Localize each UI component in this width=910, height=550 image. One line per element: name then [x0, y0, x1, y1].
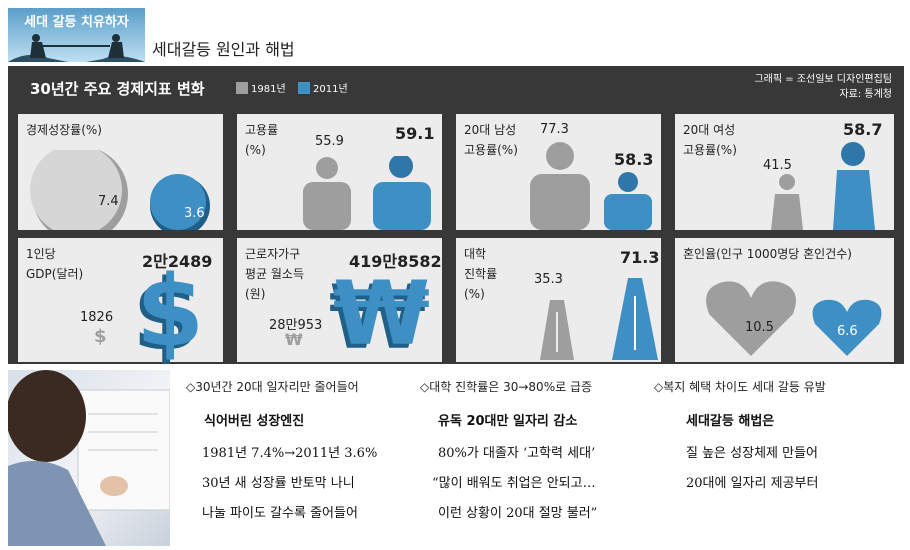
- employment-cell: 고용률 (%) 55.9 59.1: [237, 114, 442, 230]
- page-subtitle: 세대갈등 원인과 해법: [152, 40, 295, 59]
- college-2011-value: 71.3: [620, 248, 660, 267]
- column-2-line: 이런 상황이 20대 절망 불러”: [438, 506, 598, 521]
- male20-cell: 20대 남성 고용률(%) 77.3 58.3: [456, 114, 661, 230]
- income-cell: 근로자가구 평균 월소득 (원) 419만8582 28만953 ₩ ₩: [237, 238, 442, 362]
- panel-title: 30년간 주요 경제지표 변화: [30, 80, 205, 98]
- female20-1981-value: 41.5: [763, 158, 792, 173]
- indicator-panel: 30년간 주요 경제지표 변화 1981년 2011년 그래픽 = 조선일보 디…: [8, 66, 904, 364]
- male20-label: 20대 남성 고용률(%): [464, 123, 518, 157]
- growth-label: 경제성장률(%): [26, 123, 102, 137]
- female20-label: 20대 여성 고용률(%): [683, 123, 737, 157]
- growth-circles: [30, 150, 210, 230]
- won-large-icon: ₩: [333, 262, 431, 365]
- credit: 그래픽 = 조선일보 디자인편집팀 자료: 통계청: [754, 74, 892, 100]
- column-1-line: 나눌 파이도 갈수록 줄어들어: [202, 506, 358, 521]
- column-2-line: 80%가 대졸자 ‘고학력 세대’: [438, 446, 596, 461]
- college-pen-nib-icons: [540, 278, 658, 360]
- female20-person-icons: [771, 142, 875, 230]
- male20-1981-value: 77.3: [540, 122, 569, 137]
- header-badge: 세대 갈등 치유하자: [8, 8, 145, 62]
- employment-1981-value: 55.9: [315, 134, 344, 149]
- column-3-heading: 세대갈등 해법은: [686, 414, 775, 429]
- male20-person-icons: [530, 142, 652, 230]
- column-1-line: 1981년 7.4%→2011년 3.6%: [202, 446, 378, 461]
- column-3-bullet: ◇복지 혜택 차이도 세대 갈등 유발: [654, 380, 826, 394]
- column-2-heading: 유독 20대만 일자리 감소: [438, 414, 578, 429]
- gdp-cell: 1인당 GDP(달러) 2만2489 1826 $ $: [18, 238, 223, 369]
- column-3-line: 질 높은 성장체제 만들어: [686, 446, 818, 461]
- legend-1981: 1981년: [236, 80, 286, 95]
- income-2011-value: 419만8582: [349, 252, 442, 271]
- column-2: ◇대학 진학률은 30→80%로 급증 유독 20대만 일자리 감소 80%가 …: [420, 378, 660, 521]
- column-1: ◇30년간 20대 일자리만 줄어들어 식어버린 성장엔진 1981년 7.4%…: [186, 378, 426, 521]
- income-1981-value: 28만953: [269, 318, 323, 333]
- column-2-bullet: ◇대학 진학률은 30→80%로 급증: [420, 380, 593, 394]
- column-1-bullet: ◇30년간 20대 일자리만 줄어들어: [186, 380, 359, 394]
- employment-person-icons: [303, 156, 431, 230]
- column-1-line: 30년 새 성장률 반토막 나니: [202, 476, 355, 491]
- gdp-1981-value: 1826: [80, 310, 114, 325]
- growth-cell: 경제성장률(%) 7.4 3.6: [18, 114, 223, 230]
- badge-title: 세대 갈등 치유하자: [24, 15, 129, 30]
- growth-2011-value: 3.6: [184, 206, 205, 221]
- marriage-2011-value: 6.6: [837, 324, 858, 339]
- female20-cell: 20대 여성 고용률(%) 41.5 58.7: [675, 114, 894, 230]
- college-1981-value: 35.3: [534, 272, 563, 287]
- legend-2011: 2011년: [298, 80, 348, 95]
- marriage-1981-value: 10.5: [745, 320, 774, 335]
- column-3: ◇복지 혜택 차이도 세대 갈등 유발 세대갈등 해법은 질 높은 성장체제 만…: [654, 378, 904, 491]
- gdp-2011-value: 2만2489: [142, 252, 213, 271]
- column-3-line: 20대에 일자리 제공부터: [686, 476, 819, 491]
- college-label: 대학 진학률 (%): [464, 247, 498, 301]
- won-small-icon: ₩: [285, 330, 303, 349]
- employment-2011-value: 59.1: [395, 124, 435, 143]
- income-label: 근로자가구 평균 월소득 (원): [245, 247, 305, 301]
- student-photo: [6, 370, 171, 546]
- growth-1981-value: 7.4: [98, 194, 119, 209]
- marriage-label: 혼인율(인구 1000명당 혼인건수): [683, 247, 852, 261]
- dollar-large-icon: $: [136, 255, 205, 369]
- marriage-cell: 혼인율(인구 1000명당 혼인건수) 10.5 6.6: [675, 238, 894, 362]
- gdp-label: 1인당 GDP(달러): [26, 247, 84, 281]
- tug-of-war-illustration: [8, 34, 145, 62]
- male20-2011-value: 58.3: [614, 150, 654, 169]
- employment-label: 고용률 (%): [245, 123, 279, 157]
- dollar-small-icon: $: [94, 326, 107, 347]
- college-cell: 대학 진학률 (%) 35.3 71.3: [456, 238, 661, 362]
- marriage-heart-icons: [706, 281, 882, 356]
- column-2-line: “많이 배워도 취업은 안되고…: [432, 476, 596, 491]
- student-illustration: [6, 370, 171, 546]
- column-1-heading: 식어버린 성장엔진: [204, 414, 305, 429]
- female20-2011-value: 58.7: [843, 120, 883, 139]
